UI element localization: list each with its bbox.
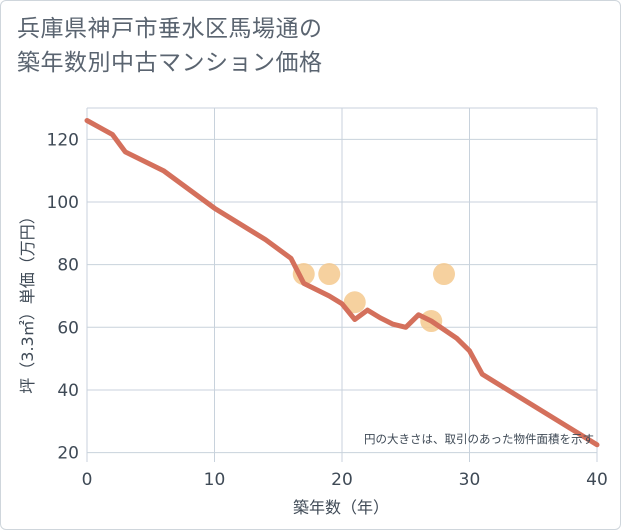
y-tick-label: 60 bbox=[57, 318, 79, 338]
y-tick-label: 40 bbox=[57, 381, 79, 401]
line-layer bbox=[84, 118, 600, 448]
x-tick-label: 10 bbox=[204, 470, 226, 490]
trend-line bbox=[84, 118, 600, 448]
chart-title: 兵庫県神戸市垂水区馬場通の 築年数別中古マンション価格 bbox=[17, 12, 323, 80]
transaction-point bbox=[318, 263, 341, 286]
bubble-size-note: 円の大きさは、取引のあった物件面積を示す bbox=[364, 432, 594, 446]
x-tick-labels: 0 10 20 30 40 bbox=[82, 470, 608, 490]
x-axis-label: 築年数（年） bbox=[293, 498, 389, 517]
x-tick-label: 40 bbox=[586, 470, 608, 490]
x-tick-label: 20 bbox=[331, 470, 353, 490]
chart-title-line-1: 兵庫県神戸市垂水区馬場通の bbox=[17, 16, 323, 42]
plot-area bbox=[87, 107, 598, 462]
y-tick-labels: 20 40 60 80 100 120 bbox=[47, 130, 79, 463]
y-tick-label: 120 bbox=[47, 130, 79, 150]
transaction-point bbox=[433, 263, 455, 286]
y-tick-label: 20 bbox=[57, 444, 79, 464]
y-tick-label: 100 bbox=[47, 193, 79, 213]
grid bbox=[86, 108, 598, 462]
transaction-point bbox=[343, 291, 366, 314]
chart-title-line-2: 築年数別中古マンション価格 bbox=[17, 50, 323, 76]
x-tick-label: 30 bbox=[459, 470, 481, 490]
y-tick-label: 80 bbox=[57, 256, 79, 276]
x-tick-label: 0 bbox=[82, 470, 93, 490]
y-axis-label: 坪（3.3㎡）単価（万円） bbox=[18, 208, 37, 393]
